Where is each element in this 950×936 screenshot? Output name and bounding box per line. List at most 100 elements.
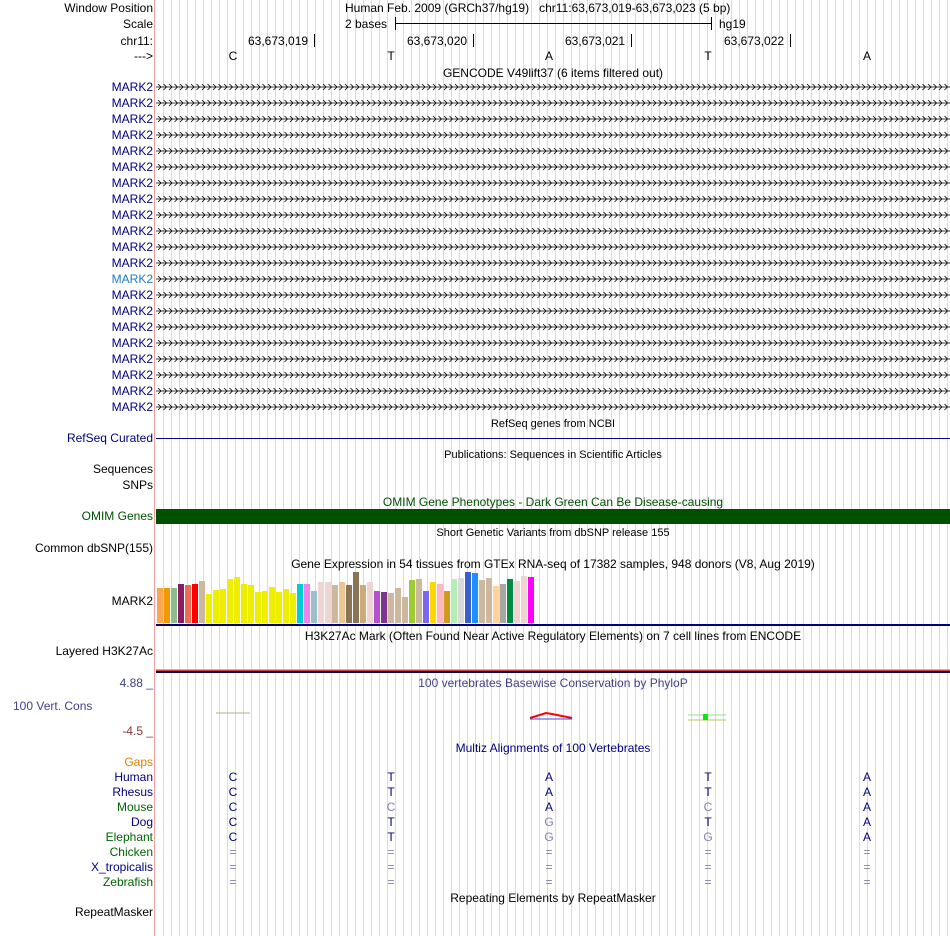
gtex-tissue-bar[interactable]	[388, 593, 394, 623]
species-label[interactable]: Rhesus	[112, 785, 153, 799]
gtex-tissue-bar[interactable]	[500, 584, 506, 623]
gencode-transcript-label[interactable]: MARK2	[111, 112, 153, 126]
gencode-transcript-label[interactable]: MARK2	[111, 336, 153, 350]
gtex-tissue-bar[interactable]	[451, 579, 457, 623]
gencode-transcript-label[interactable]: MARK2	[111, 240, 153, 254]
gencode-transcript-feature[interactable]	[156, 178, 950, 188]
species-label[interactable]: X_tropicalis	[90, 860, 153, 874]
species-label[interactable]: Chicken	[109, 845, 153, 859]
gtex-label[interactable]: MARK2	[111, 594, 153, 608]
gtex-tissue-bar[interactable]	[199, 581, 205, 623]
gtex-tissue-bar[interactable]	[528, 577, 534, 623]
gtex-tissue-bar[interactable]	[157, 588, 163, 623]
gencode-transcript-feature[interactable]	[156, 98, 950, 108]
gtex-tissue-bar[interactable]	[409, 580, 415, 623]
gtex-tissue-bar[interactable]	[297, 584, 303, 623]
species-label[interactable]: Dog	[130, 815, 153, 829]
gtex-tissue-bar[interactable]	[332, 585, 338, 623]
gencode-transcript-label[interactable]: MARK2	[111, 224, 153, 238]
gencode-transcript-label[interactable]: MARK2	[111, 384, 153, 398]
gencode-transcript-label[interactable]: MARK2	[111, 96, 153, 110]
gtex-tissue-bar[interactable]	[479, 580, 485, 623]
gtex-tissue-bar[interactable]	[339, 582, 345, 623]
gtex-tissue-bar[interactable]	[276, 592, 282, 623]
repeatmasker-label[interactable]: RepeatMasker	[74, 905, 153, 919]
gtex-tissue-bar[interactable]	[381, 592, 387, 623]
gencode-transcript-feature[interactable]	[156, 242, 950, 252]
gtex-tissue-bar[interactable]	[486, 578, 492, 623]
omim-feature[interactable]	[156, 509, 950, 524]
gtex-tissue-bar[interactable]	[234, 577, 240, 623]
gtex-tissue-bar[interactable]	[507, 579, 513, 623]
gtex-tissue-bar[interactable]	[521, 576, 527, 623]
species-label[interactable]: Human	[114, 770, 153, 784]
gtex-bar-chart[interactable]	[156, 572, 536, 624]
gencode-transcript-feature[interactable]	[156, 354, 950, 364]
gtex-tissue-bar[interactable]	[374, 591, 380, 623]
gencode-transcript-feature[interactable]	[156, 306, 950, 316]
gencode-transcript-feature[interactable]	[156, 194, 950, 204]
phylop-label[interactable]: 100 Vert. Cons	[13, 699, 93, 713]
gencode-transcript-feature[interactable]	[156, 146, 950, 156]
window-position[interactable]: Human Feb. 2009 (GRCh37/hg19) chr11:63,6…	[345, 1, 731, 15]
gencode-transcript-label[interactable]: MARK2	[111, 176, 153, 190]
publications-sequences-label[interactable]: Sequences	[92, 462, 153, 476]
gencode-transcript-feature[interactable]	[156, 322, 950, 332]
gencode-transcript-feature[interactable]	[156, 258, 950, 268]
gencode-transcript-label[interactable]: MARK2	[111, 208, 153, 222]
gencode-transcript-label[interactable]: MARK2	[111, 288, 153, 302]
refseq-line[interactable]	[156, 438, 950, 439]
gencode-transcript-feature[interactable]	[156, 210, 950, 220]
gtex-tissue-bar[interactable]	[262, 591, 268, 623]
gtex-tissue-bar[interactable]	[444, 591, 450, 623]
gtex-tissue-bar[interactable]	[241, 584, 247, 623]
gtex-tissue-bar[interactable]	[353, 572, 359, 623]
gencode-transcript-label[interactable]: MARK2	[111, 256, 153, 270]
gtex-tissue-bar[interactable]	[206, 594, 212, 623]
strand-label[interactable]: --->	[134, 49, 153, 63]
gtex-tissue-bar[interactable]	[367, 582, 373, 623]
species-label[interactable]: Zebrafish	[102, 875, 153, 889]
gencode-transcript-feature[interactable]	[156, 274, 950, 284]
gtex-tissue-bar[interactable]	[213, 590, 219, 623]
gencode-transcript-label[interactable]: MARK2	[111, 272, 153, 286]
gencode-transcript-feature[interactable]	[156, 290, 950, 300]
refseq-label[interactable]: RefSeq Curated	[66, 431, 153, 445]
h3k27ac-label[interactable]: Layered H3K27Ac	[55, 644, 153, 658]
h3k27ac-signal[interactable]	[156, 669, 950, 673]
gtex-tissue-bar[interactable]	[164, 588, 170, 623]
gaps-label[interactable]: Gaps	[124, 755, 153, 769]
gtex-tissue-bar[interactable]	[423, 591, 429, 623]
gtex-tissue-bar[interactable]	[255, 592, 261, 623]
gtex-tissue-bar[interactable]	[465, 572, 471, 623]
gencode-transcript-label[interactable]: MARK2	[111, 320, 153, 334]
gencode-transcript-label[interactable]: MARK2	[111, 400, 153, 414]
gtex-tissue-bar[interactable]	[402, 597, 408, 623]
gtex-tissue-bar[interactable]	[220, 589, 226, 623]
gtex-tissue-bar[interactable]	[290, 593, 296, 623]
gencode-transcript-feature[interactable]	[156, 402, 950, 412]
omim-label[interactable]: OMIM Genes	[81, 509, 153, 523]
gtex-tissue-bar[interactable]	[395, 588, 401, 623]
gtex-tissue-bar[interactable]	[416, 579, 422, 623]
species-label[interactable]: Mouse	[116, 800, 153, 814]
gencode-transcript-feature[interactable]	[156, 82, 950, 92]
gencode-transcript-feature[interactable]	[156, 130, 950, 140]
gtex-tissue-bar[interactable]	[304, 584, 310, 623]
gtex-tissue-bar[interactable]	[171, 588, 177, 623]
gencode-transcript-feature[interactable]	[156, 370, 950, 380]
gencode-transcript-label[interactable]: MARK2	[111, 128, 153, 142]
gtex-tissue-bar[interactable]	[192, 584, 198, 623]
gtex-tissue-bar[interactable]	[318, 582, 324, 623]
gtex-tissue-bar[interactable]	[248, 584, 254, 623]
publications-snps-label[interactable]: SNPs	[122, 478, 153, 492]
gtex-tissue-bar[interactable]	[430, 582, 436, 623]
gtex-tissue-bar[interactable]	[227, 579, 233, 623]
gtex-tissue-bar[interactable]	[493, 586, 499, 623]
gencode-transcript-label[interactable]: MARK2	[111, 304, 153, 318]
gencode-transcript-feature[interactable]	[156, 386, 950, 396]
gencode-transcript-label[interactable]: MARK2	[111, 80, 153, 94]
gtex-tissue-bar[interactable]	[269, 587, 275, 623]
gencode-transcript-label[interactable]: MARK2	[111, 192, 153, 206]
dbsnp-label[interactable]: Common dbSNP(155)	[34, 541, 153, 555]
